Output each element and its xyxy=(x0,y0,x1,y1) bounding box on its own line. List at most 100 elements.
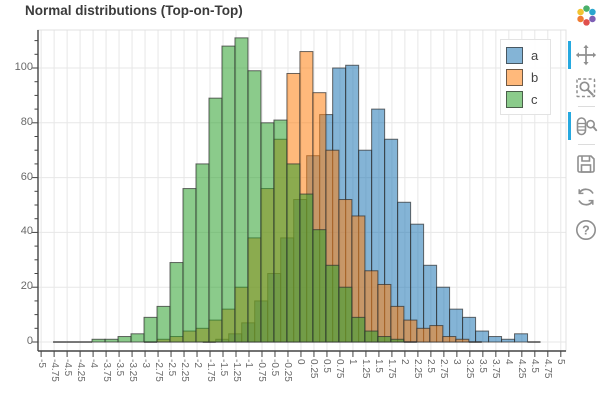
x-tick-label: -1.25 xyxy=(230,359,242,382)
x-tick-label: 3 xyxy=(451,359,463,365)
x-tick-label: 1.75 xyxy=(386,359,398,379)
histogram-bar-c xyxy=(390,338,405,343)
histogram-bar-a xyxy=(475,330,490,343)
x-tick-label: -2.25 xyxy=(178,359,190,382)
x-tick-label: -4.5 xyxy=(61,359,73,377)
reset-tool-button[interactable] xyxy=(574,185,598,209)
svg-text:?: ? xyxy=(582,223,590,237)
histogram-bar-c xyxy=(104,338,119,343)
x-tick-label: 1 xyxy=(347,359,359,365)
legend-item-b: b xyxy=(506,66,538,88)
x-tick-label: -1.5 xyxy=(217,359,229,377)
histogram-bar-c xyxy=(117,336,132,343)
histogram-bar-a xyxy=(462,316,477,343)
legend-item-c: c xyxy=(506,88,538,110)
histogram-bar-c xyxy=(364,330,379,343)
x-tick-label: 4.75 xyxy=(542,359,554,379)
toolbar-separator xyxy=(577,144,595,145)
histogram-bar-b xyxy=(416,327,431,343)
x-tick-label: -4.25 xyxy=(74,359,86,382)
histogram-bar-c xyxy=(234,37,249,343)
x-tick-label: 4.5 xyxy=(529,359,541,373)
x-tick-label: -3.5 xyxy=(113,359,125,377)
y-tick-label: 100 xyxy=(14,61,33,73)
legend-swatch-b xyxy=(506,68,523,86)
histogram-bar-c xyxy=(208,97,223,343)
plot-title: Normal distributions (Top-on-Top) xyxy=(25,3,243,18)
histogram-bar-a xyxy=(501,338,516,343)
bokeh-logo[interactable] xyxy=(575,4,598,27)
x-tick-label: 2.25 xyxy=(412,359,424,379)
toolbar: ? xyxy=(568,4,600,246)
histogram-bar-c xyxy=(351,316,366,343)
save-tool-button[interactable] xyxy=(574,152,598,176)
histogram-bar-c xyxy=(91,338,106,343)
legend-item-a: a xyxy=(506,44,538,66)
histogram-bar-b xyxy=(377,283,392,343)
histogram-bar-c xyxy=(221,45,236,343)
histogram-bar-b xyxy=(403,319,418,343)
histogram-bar-c xyxy=(247,70,262,343)
histogram-bar-c xyxy=(195,163,210,343)
histogram-bar-c xyxy=(299,193,314,343)
y-tick-label: 40 xyxy=(20,225,33,238)
x-tick-label: 4 xyxy=(503,359,515,365)
x-tick-label: 2.5 xyxy=(425,359,437,373)
histogram-bar-a xyxy=(514,333,529,343)
series-c xyxy=(53,37,417,343)
x-tick-label: 0.25 xyxy=(308,359,320,379)
legend-label: a xyxy=(531,47,539,63)
histogram-bar-c xyxy=(156,305,171,343)
histogram-bar-b xyxy=(455,338,470,343)
x-tick-label: -0.5 xyxy=(269,359,281,377)
x-tick-label: -0.75 xyxy=(256,359,268,382)
histogram-bar-c xyxy=(286,163,301,343)
pan-tool-button[interactable] xyxy=(568,40,598,69)
x-tick-label: 2 xyxy=(399,359,411,365)
x-tick-label: 1.5 xyxy=(373,359,385,373)
x-tick-label: -1.75 xyxy=(204,359,216,382)
histogram-bar-c xyxy=(377,336,392,343)
histogram-bar-c xyxy=(260,122,275,343)
y-tick-label: 60 xyxy=(20,170,33,183)
box-zoom-tool-button[interactable] xyxy=(574,76,598,100)
x-tick-label: -4.75 xyxy=(48,359,60,382)
x-tick-label: 3.5 xyxy=(477,359,489,373)
histogram-bar-c xyxy=(273,119,288,343)
histogram-bar-c xyxy=(169,262,184,343)
y-tick-label: 20 xyxy=(20,280,33,293)
histogram-bar-b xyxy=(429,325,444,343)
x-tick-label: -0.25 xyxy=(282,359,294,382)
histogram-bar-b xyxy=(442,336,457,343)
legend-swatch-c xyxy=(506,90,523,108)
x-tick-label: 0 xyxy=(295,359,307,365)
histogram-bar-c xyxy=(182,188,197,343)
histogram-bar-c xyxy=(338,286,353,343)
x-tick-label: -2 xyxy=(191,359,203,368)
x-tick-label: 2.75 xyxy=(438,359,450,379)
histogram-bar-c xyxy=(130,333,145,343)
x-tick-label: -5 xyxy=(35,359,47,368)
x-tick-label: 3.75 xyxy=(490,359,502,379)
histogram-bar-a xyxy=(488,336,503,343)
x-tick-label: -4 xyxy=(87,359,99,368)
histogram-bar-c xyxy=(143,316,158,343)
histogram-bar-c xyxy=(312,229,327,343)
x-tick-label: -3.25 xyxy=(126,359,138,382)
x-tick-label: -3 xyxy=(139,359,151,368)
wheel-zoom-tool-button[interactable] xyxy=(568,111,598,140)
x-tick-label: 3.25 xyxy=(464,359,476,379)
x-tick-label: -3.75 xyxy=(100,359,112,382)
help-tool-button[interactable]: ? xyxy=(574,218,598,242)
toolbar-separator xyxy=(577,106,595,107)
legend-swatch-a xyxy=(506,46,523,64)
x-tick-label: 0.75 xyxy=(334,359,346,379)
x-tick-label: 5 xyxy=(555,359,567,365)
y-tick-label: 80 xyxy=(20,115,33,128)
x-tick-label: 0.5 xyxy=(321,359,333,373)
x-tick-label: 4.25 xyxy=(516,359,528,379)
x-tick-label: 1.25 xyxy=(360,359,372,379)
